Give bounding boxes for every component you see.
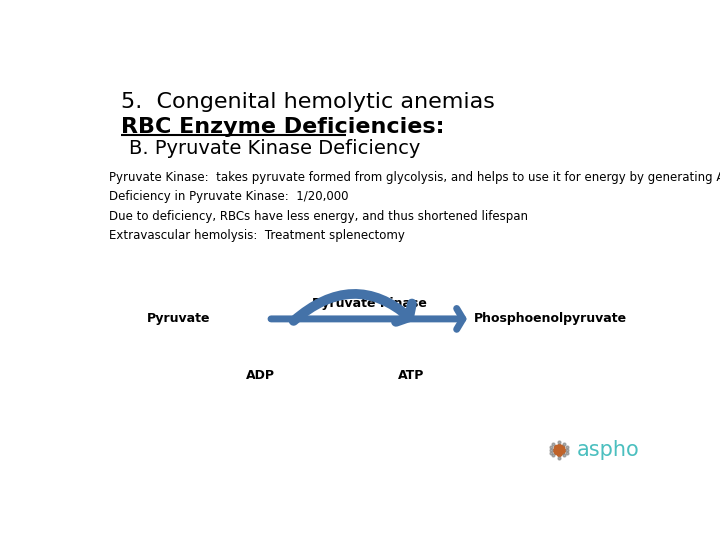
FancyArrowPatch shape [294,294,412,322]
Text: ATP: ATP [398,369,425,382]
Text: Pyruvate Kinase:  takes pyruvate formed from glycolysis, and helps to use it for: Pyruvate Kinase: takes pyruvate formed f… [109,171,720,184]
Text: Phosphoenolpyruvate: Phosphoenolpyruvate [474,313,626,326]
Text: 5.  Congenital hemolytic anemias: 5. Congenital hemolytic anemias [121,92,495,112]
Text: Due to deficiency, RBCs have less energy, and thus shortened lifespan: Due to deficiency, RBCs have less energy… [109,210,528,222]
Text: Deficiency in Pyruvate Kinase:  1/20,000: Deficiency in Pyruvate Kinase: 1/20,000 [109,190,349,203]
Text: Pyruvate Kinase: Pyruvate Kinase [312,296,426,309]
Text: aspho: aspho [577,440,639,460]
Text: ADP: ADP [246,369,275,382]
Text: Pyruvate: Pyruvate [147,313,210,326]
Text: Extravascular hemolysis:  Treatment splenectomy: Extravascular hemolysis: Treatment splen… [109,229,405,242]
Text: RBC Enzyme Deficiencies:: RBC Enzyme Deficiencies: [121,117,444,137]
Text: B. Pyruvate Kinase Deficiency: B. Pyruvate Kinase Deficiency [129,139,420,159]
